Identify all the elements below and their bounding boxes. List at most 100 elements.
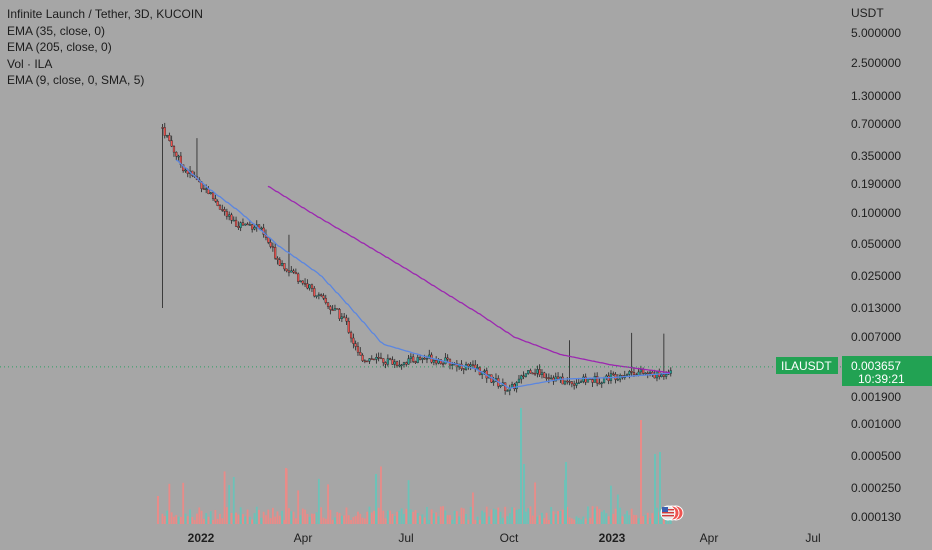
volume-bar bbox=[380, 466, 382, 524]
volume-bar bbox=[508, 513, 511, 524]
candle-body bbox=[375, 357, 378, 360]
candle-body bbox=[584, 376, 587, 383]
volume-bar bbox=[515, 509, 518, 524]
candle-body bbox=[591, 379, 594, 383]
time-tick-label: Apr bbox=[294, 531, 313, 545]
volume-bar bbox=[472, 492, 474, 524]
candle-body bbox=[446, 357, 449, 360]
volume-bar bbox=[271, 507, 274, 524]
volume-bar bbox=[251, 519, 254, 524]
volume-bar bbox=[235, 512, 237, 524]
volume-bar bbox=[483, 512, 486, 524]
volume-bar bbox=[465, 514, 467, 524]
volume-bar bbox=[173, 516, 175, 524]
candle-body bbox=[216, 201, 219, 206]
candle-body bbox=[175, 151, 178, 157]
volume-bar bbox=[642, 516, 645, 524]
candle-body bbox=[239, 222, 242, 228]
volume-bar bbox=[623, 514, 626, 524]
volume-bar bbox=[182, 482, 185, 524]
candle-body bbox=[529, 370, 532, 374]
candle-body bbox=[234, 219, 238, 227]
legend-ema9[interactable]: EMA (9, close, 0, SMA, 5) bbox=[7, 73, 145, 87]
legend-title[interactable]: Infinite Launch / Tether, 3D, KUCOIN bbox=[7, 7, 203, 21]
candle-body bbox=[349, 332, 353, 339]
volume-bar bbox=[649, 518, 651, 524]
legend-ema205[interactable]: EMA (205, close, 0) bbox=[7, 40, 112, 54]
candle-body bbox=[536, 369, 539, 374]
volume-bar bbox=[497, 507, 500, 524]
candle-body bbox=[400, 364, 403, 366]
candle-body bbox=[209, 192, 212, 195]
candle-body bbox=[287, 270, 291, 273]
volume-bar bbox=[630, 508, 633, 524]
volume-bar bbox=[506, 516, 509, 524]
candle-body bbox=[303, 282, 307, 285]
candle-body bbox=[361, 354, 364, 361]
candle-body bbox=[469, 364, 472, 367]
volume-bar bbox=[347, 515, 350, 524]
events-marker[interactable] bbox=[660, 505, 684, 521]
volume-bar bbox=[315, 512, 318, 524]
volume-bar bbox=[228, 485, 231, 524]
price-axis[interactable]: USDT 5.000000 2.500000 1.300000 0.700000 0.3… bbox=[842, 0, 932, 528]
volume-bar bbox=[485, 506, 488, 524]
volume-bar bbox=[161, 513, 164, 524]
volume-bar bbox=[324, 518, 327, 524]
legend-volume[interactable]: Vol · ILA bbox=[7, 56, 53, 71]
volume-bar bbox=[523, 464, 525, 524]
volume-bar bbox=[283, 519, 286, 524]
candle-body bbox=[301, 280, 304, 284]
candle-body bbox=[441, 363, 445, 365]
volume-bar bbox=[357, 511, 359, 524]
candle-body bbox=[538, 369, 541, 375]
price-tick-label: 0.100000 bbox=[851, 206, 901, 220]
volume-bar bbox=[331, 519, 334, 524]
candle-body bbox=[669, 370, 672, 374]
candle-body bbox=[232, 219, 235, 222]
volume-bar bbox=[177, 516, 180, 524]
time-axis[interactable]: 2022 Apr Jul Oct 2023 Apr Jul bbox=[0, 528, 932, 550]
volume-bar bbox=[345, 507, 348, 524]
candle-body bbox=[522, 375, 525, 377]
volume-bar bbox=[651, 513, 654, 524]
volume-bar bbox=[612, 513, 615, 524]
price-tick-label: 0.350000 bbox=[851, 149, 901, 163]
candle-body bbox=[218, 205, 222, 210]
price-tick-label: 0.190000 bbox=[851, 177, 901, 191]
volume-bar bbox=[262, 511, 265, 524]
volume-bar bbox=[398, 510, 401, 524]
volume-bar bbox=[499, 511, 502, 524]
volume-bar bbox=[163, 516, 166, 524]
candle-body bbox=[439, 359, 442, 364]
volume-bar bbox=[327, 484, 329, 524]
candle-body bbox=[550, 377, 553, 380]
legend-ema35[interactable]: EMA (35, close, 0) bbox=[7, 23, 106, 38]
volume-bar bbox=[363, 518, 366, 524]
candle-body bbox=[391, 359, 394, 365]
candle-body bbox=[625, 374, 629, 376]
volume-bar bbox=[384, 518, 387, 524]
candle-body bbox=[260, 227, 263, 230]
candle-body bbox=[246, 223, 249, 226]
volume-bar bbox=[214, 509, 217, 524]
candle-body bbox=[612, 373, 615, 375]
price-axis-currency: USDT bbox=[851, 6, 884, 20]
candle-body bbox=[276, 257, 279, 260]
price-tick-label: 5.000000 bbox=[851, 26, 901, 40]
volume-bar bbox=[513, 507, 516, 524]
candle-body bbox=[556, 376, 560, 380]
volume-bar bbox=[565, 462, 567, 524]
chart-pane[interactable] bbox=[0, 0, 842, 550]
candle-body bbox=[425, 358, 429, 360]
volume-bar bbox=[223, 471, 226, 524]
candle-body bbox=[310, 284, 314, 289]
volume-bar bbox=[175, 515, 178, 524]
volume-bar bbox=[278, 515, 281, 524]
volume-bar bbox=[255, 506, 258, 524]
volume-bar bbox=[451, 519, 454, 524]
candle-body bbox=[313, 288, 316, 297]
volume-bar bbox=[520, 408, 522, 524]
volume-bar bbox=[596, 506, 599, 524]
